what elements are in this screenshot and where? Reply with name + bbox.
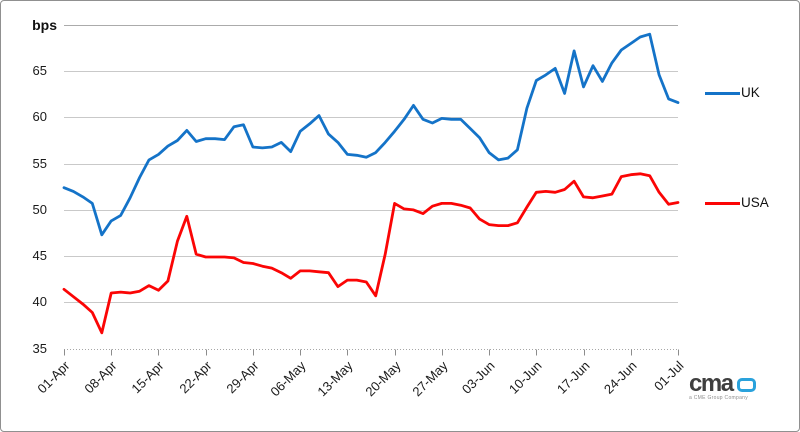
legend-item-usa: USA xyxy=(705,195,769,211)
cma-logo-mark-icon xyxy=(736,377,756,392)
cma-logo-text: cma xyxy=(689,370,734,397)
uk-legend-line-swatch xyxy=(705,91,740,95)
y-tick-label: 60 xyxy=(32,109,47,125)
y-tick-label: 35 xyxy=(32,340,47,356)
uk-series-line xyxy=(62,32,680,237)
y-tick-label: 55 xyxy=(32,155,47,171)
y-tick-label: 50 xyxy=(32,201,47,217)
usa-series-line xyxy=(62,172,680,335)
legend-item-uk: UK xyxy=(705,85,760,101)
y-tick-label: 65 xyxy=(32,63,47,79)
usa-legend-line-swatch xyxy=(705,201,740,205)
uk-legend-label: UK xyxy=(741,85,760,100)
usa-legend-label: USA xyxy=(741,195,769,210)
y-axis-unit-label: bps xyxy=(32,17,57,33)
y-tick-label: 40 xyxy=(32,294,47,310)
y-tick-label: 45 xyxy=(32,248,47,264)
cma-logo-tagline: a CME Group Company xyxy=(689,395,749,401)
cma-logo: cma a CME Group Company xyxy=(689,370,789,401)
cma-logo-row: cma xyxy=(689,370,789,397)
